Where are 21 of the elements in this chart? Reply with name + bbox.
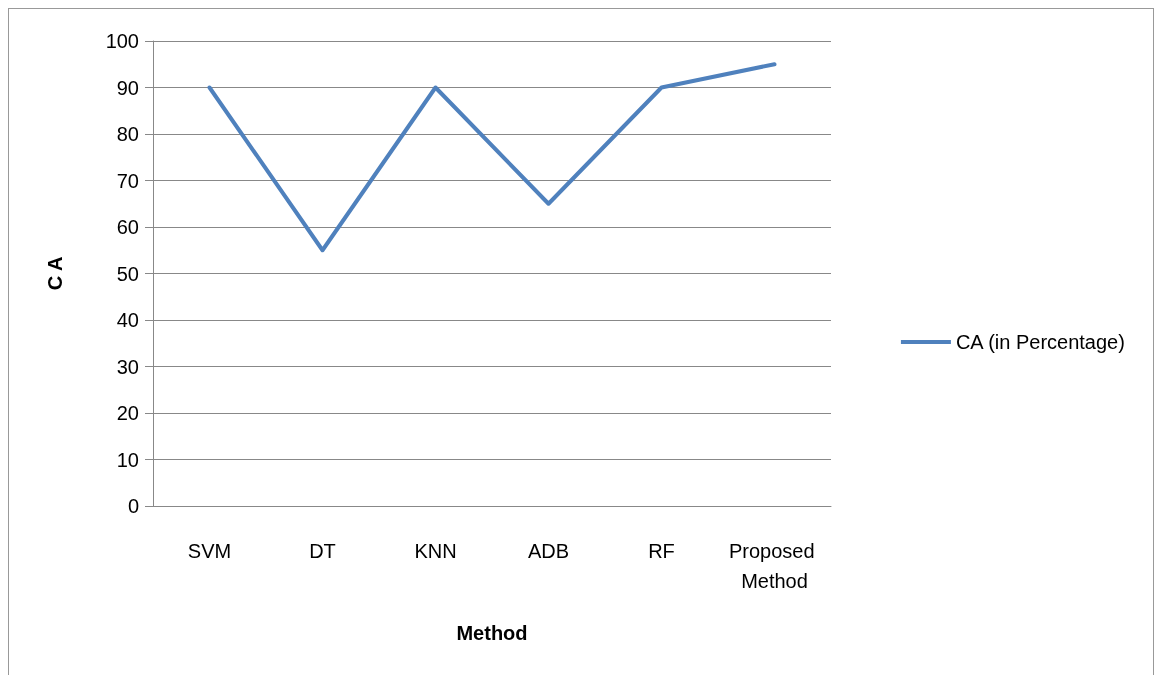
legend-label: CA (in Percentage) xyxy=(955,331,1125,353)
y-tick-label: 50 xyxy=(116,262,139,285)
y-tick-label: 70 xyxy=(116,169,139,192)
y-axis-title: C A xyxy=(44,256,66,291)
x-tick-label: RF xyxy=(648,540,675,562)
y-tick-label: 10 xyxy=(116,448,139,471)
x-tick-label: KNN xyxy=(414,540,457,562)
line-series xyxy=(207,62,777,253)
y-tick-label: 30 xyxy=(116,355,139,378)
x-axis-title: Method xyxy=(456,622,528,644)
x-tick-label: Proposed Method xyxy=(728,540,821,592)
x-tick-label: ADB xyxy=(527,540,570,562)
y-tick-label: 80 xyxy=(116,123,139,145)
x-tick-label: DT xyxy=(309,540,336,562)
x-tick-label: SVM xyxy=(187,540,232,562)
y-tick-label: 20 xyxy=(116,402,139,424)
y-tick-label: 40 xyxy=(116,309,139,331)
y-tick-label: 90 xyxy=(116,76,139,99)
y-tick-label: 0 xyxy=(127,495,139,517)
y-tick-label: 60 xyxy=(116,216,139,238)
y-tick-label: 100 xyxy=(105,30,139,52)
